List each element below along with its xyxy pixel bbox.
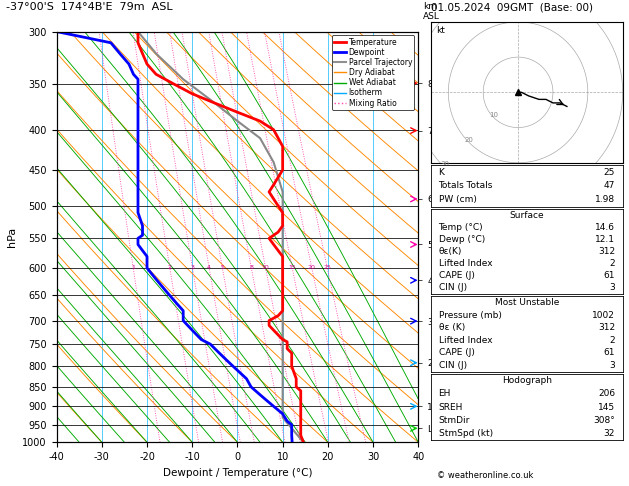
Text: 8: 8: [250, 265, 253, 270]
Text: 15: 15: [288, 265, 296, 270]
Text: 3: 3: [191, 265, 194, 270]
Text: CIN (J): CIN (J): [438, 283, 467, 293]
Text: 14.6: 14.6: [595, 223, 615, 232]
Text: km
ASL: km ASL: [423, 2, 440, 21]
Text: 308°: 308°: [593, 416, 615, 425]
Text: CAPE (J): CAPE (J): [438, 271, 474, 280]
Text: 2: 2: [610, 259, 615, 268]
Text: 32: 32: [604, 429, 615, 438]
Text: 30: 30: [440, 161, 449, 167]
Text: 10: 10: [262, 265, 269, 270]
Text: Lifted Index: Lifted Index: [438, 336, 492, 345]
Text: Totals Totals: Totals Totals: [438, 181, 493, 191]
X-axis label: Dewpoint / Temperature (°C): Dewpoint / Temperature (°C): [163, 468, 312, 478]
Text: © weatheronline.co.uk: © weatheronline.co.uk: [437, 471, 533, 480]
Text: 25: 25: [604, 168, 615, 176]
Text: 312: 312: [598, 247, 615, 256]
Text: 206: 206: [598, 389, 615, 399]
Text: 1: 1: [131, 265, 135, 270]
Text: 25: 25: [323, 265, 331, 270]
Text: Temp (°C): Temp (°C): [438, 223, 483, 232]
Text: Hodograph: Hodograph: [502, 376, 552, 385]
Text: 10: 10: [489, 112, 498, 118]
Text: 145: 145: [598, 402, 615, 412]
Text: θε(K): θε(K): [438, 247, 462, 256]
Text: Lifted Index: Lifted Index: [438, 259, 492, 268]
Text: SREH: SREH: [438, 402, 463, 412]
Text: 47: 47: [604, 181, 615, 191]
Text: K: K: [438, 168, 445, 176]
Text: 4: 4: [207, 265, 211, 270]
Text: 3: 3: [610, 283, 615, 293]
Text: 1002: 1002: [592, 311, 615, 320]
Text: Pressure (mb): Pressure (mb): [438, 311, 501, 320]
Text: θε (K): θε (K): [438, 323, 465, 332]
Text: 61: 61: [604, 348, 615, 358]
Text: 1.98: 1.98: [595, 195, 615, 204]
Text: 20: 20: [465, 137, 474, 143]
Text: 5: 5: [221, 265, 225, 270]
Y-axis label: hPa: hPa: [7, 227, 17, 247]
Text: 61: 61: [604, 271, 615, 280]
Text: PW (cm): PW (cm): [438, 195, 476, 204]
Text: 2: 2: [610, 336, 615, 345]
Text: CAPE (J): CAPE (J): [438, 348, 474, 358]
Text: 2: 2: [168, 265, 172, 270]
Text: 312: 312: [598, 323, 615, 332]
Text: Most Unstable: Most Unstable: [494, 298, 559, 307]
Text: Dewp (°C): Dewp (°C): [438, 235, 485, 244]
Text: 3: 3: [610, 361, 615, 370]
Text: CIN (J): CIN (J): [438, 361, 467, 370]
Text: 01.05.2024  09GMT  (Base: 00): 01.05.2024 09GMT (Base: 00): [431, 2, 593, 13]
Text: -37°00'S  174°4B'E  79m  ASL: -37°00'S 174°4B'E 79m ASL: [6, 2, 173, 13]
Text: EH: EH: [438, 389, 451, 399]
Text: StmSpd (kt): StmSpd (kt): [438, 429, 493, 438]
Legend: Temperature, Dewpoint, Parcel Trajectory, Dry Adiabat, Wet Adiabat, Isotherm, Mi: Temperature, Dewpoint, Parcel Trajectory…: [332, 35, 415, 110]
Text: 12.1: 12.1: [595, 235, 615, 244]
Text: 20: 20: [308, 265, 316, 270]
Text: StmDir: StmDir: [438, 416, 470, 425]
Text: Surface: Surface: [509, 210, 544, 220]
Text: kt: kt: [437, 26, 445, 35]
